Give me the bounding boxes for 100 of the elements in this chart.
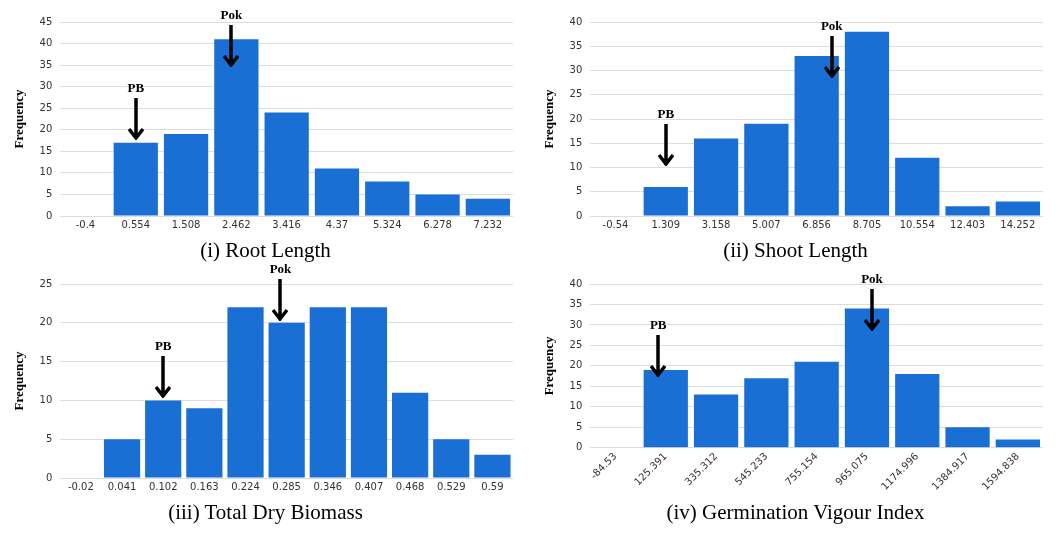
x-tick-label: 0.163 [190,480,219,492]
y-tick-label: 5 [45,188,53,200]
text: (iv) Germination Vigour Index [665,499,926,526]
bar [264,112,309,216]
x-tick-label: 1.309 [651,218,681,230]
bar [995,439,1040,448]
bar [309,307,346,478]
bar [794,361,839,448]
y-tick-label: 30 [39,80,53,92]
bar [995,201,1040,216]
text: (iii) Total Dry Biomass [167,499,364,526]
annotation: Pok [860,271,884,288]
y-tick-label: 35 [569,298,583,310]
y-tick-label: 25 [39,101,53,113]
bar [227,307,264,478]
bar [103,439,141,478]
y-tick-label: 20 [39,316,53,328]
x-tick-label: 5.324 [372,218,402,230]
text: Pok [219,6,244,23]
y-tick-label: 35 [39,58,53,70]
annotation: PB [648,316,668,333]
y-tick-label: 40 [569,15,583,27]
y-tick-label: 20 [569,359,583,371]
bar [145,400,182,478]
y-tick-label: 0 [45,471,53,483]
y-tick-label: 10 [39,166,53,178]
bar [186,408,223,478]
y-tick-label: 25 [39,277,53,289]
x-tick-label: 0.285 [272,480,301,492]
x-tick-label: 3.158 [701,218,731,230]
y-tick-label: 20 [39,123,53,135]
y-axis-title: Frequency [11,351,27,411]
bar [433,439,470,478]
bar [214,39,259,216]
bar [693,394,739,448]
x-tick-label: 4.37 [325,218,349,230]
bar [474,454,511,478]
x-tick-label: 0.554 [121,218,151,230]
y-tick-label: 10 [39,393,53,405]
annotation: PB [126,80,146,97]
y-tick-label: 15 [569,136,583,148]
y-tick-label: 30 [569,64,583,76]
bar [643,369,688,448]
x-tick-label: 12.403 [950,218,986,230]
bar [113,142,158,216]
x-tick-label: 3.416 [272,218,301,230]
bar [744,123,789,216]
x-tick-label: 0.346 [313,480,343,492]
x-tick-label: 1.508 [171,218,201,230]
x-tick-label: 0.59 [481,480,504,492]
x-tick-label: 14.252 [1000,218,1036,230]
y-tick-label: 10 [569,161,583,173]
x-tick-label: -0.02 [67,480,94,492]
bar [744,378,789,448]
x-tick-label: 2.462 [222,218,251,230]
x-tick-label: 8.705 [852,218,882,230]
bar [643,186,688,216]
bar [693,138,739,216]
annotation: PB [153,338,173,355]
y-tick-label: 15 [569,379,583,391]
y-tick-label: 40 [39,37,53,49]
bar [465,198,510,216]
x-tick-label: -0.4 [75,218,96,230]
y-tick-label: 25 [569,88,583,100]
y-axis-title: Frequency [541,89,557,149]
bar [163,134,209,216]
y-tick-label: 45 [39,15,53,27]
x-tick-label: 7.232 [473,218,503,230]
bar [365,181,410,216]
y-tick-label: 5 [575,420,583,432]
bar [895,374,940,448]
x-tick-label: 0.224 [231,480,260,492]
bar [895,157,940,216]
bar [415,194,460,216]
bar [794,55,839,216]
annotation: PB [656,105,676,122]
x-tick-label: 0.529 [436,480,466,492]
x-tick-label: 10.554 [899,218,935,230]
y-tick-label: 30 [569,318,583,330]
x-tick-label: 0.102 [148,480,178,492]
y-tick-label: 40 [569,277,583,289]
y-tick-label: 25 [569,339,583,351]
bar [392,392,429,478]
x-tick-label: 5.007 [752,218,781,230]
y-axis-title: Frequency [11,89,27,149]
bar [945,427,990,448]
y-axis-title: Frequency [541,335,557,396]
x-tick-label: 0.041 [107,480,137,492]
x-tick-label: 6.278 [423,218,452,230]
bar [268,322,305,478]
y-tick-label: 10 [569,400,583,412]
y-tick-label: 0 [575,209,583,221]
y-tick-label: 0 [45,209,53,221]
text: (ii) Shoot Length [722,237,869,264]
annotation: Pok [819,18,844,35]
x-tick-label: -0.54 [602,218,629,230]
y-tick-label: 0 [575,441,583,453]
y-tick-label: 5 [575,185,583,197]
bar [844,308,890,448]
y-tick-label: 15 [39,355,53,367]
